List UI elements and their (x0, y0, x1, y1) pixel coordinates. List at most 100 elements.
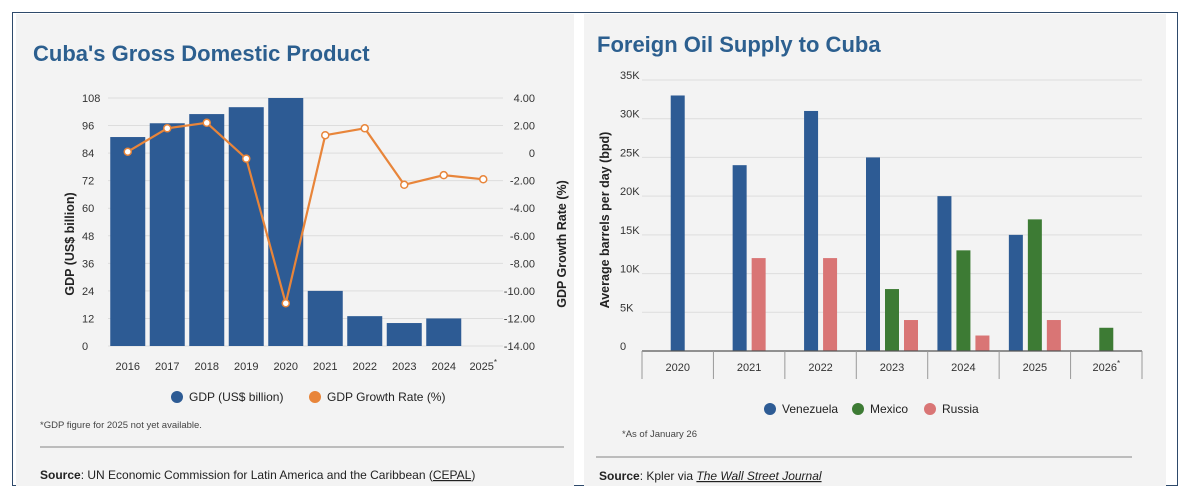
oil-source-text: : Kpler via (640, 469, 697, 483)
gdp-y-tick-label: 24 (82, 286, 94, 298)
oil-x-tick-2020: 2020 (665, 362, 689, 374)
gdp-growth-point-2016 (123, 147, 132, 156)
gdp-source: Source: UN Economic Commission for Latin… (40, 468, 475, 482)
gdp-growth-point-2020 (281, 299, 290, 308)
gdp-bar-2019 (228, 107, 264, 347)
oil-bar-mexico-2023 (885, 289, 899, 351)
oil-legend: Venezuela Mexico Russia (764, 402, 979, 416)
oil-y-tick-label: 5K (620, 302, 634, 314)
oil-x-tick-2026: 2026* (1092, 359, 1120, 374)
oil-x-tick-2024: 2024 (951, 362, 975, 374)
gdp-y-tick-label: 84 (82, 148, 94, 160)
oil-bar-russia-2021 (751, 258, 766, 351)
gdp-x-tick-2024: 2024 (432, 361, 456, 373)
oil-bar-venezuela-2022 (804, 110, 819, 351)
gdp-legend: GDP (US$ billion) GDP Growth Rate (%) (171, 390, 445, 404)
gdp-chart-title: Cuba's Gross Domestic Product (33, 41, 370, 66)
oil-y-tick-label: 15K (620, 225, 640, 237)
oil-y-tick-label: 25K (620, 147, 640, 159)
gdp-y-tick-label: 0 (82, 341, 88, 353)
oil-source-link[interactable]: The Wall Street Journal (696, 469, 822, 483)
gdp-growth-line (123, 118, 488, 308)
gdp-y-tick-label: 60 (82, 203, 94, 215)
oil-x-tick-footnote-mark: * (1117, 359, 1120, 368)
gdp-growth-point-2017 (163, 124, 172, 133)
gdp-x-tick-footnote-mark: * (494, 358, 497, 367)
oil-panel: Foreign Oil Supply to Cuba 0 5K 10K 15K 20K 2… (584, 14, 1166, 486)
gdp-y2-tick-label: 4.00 (514, 93, 535, 105)
oil-y-tick-label: 10K (620, 264, 640, 276)
oil-bar-mexico-2026 (1099, 327, 1114, 351)
oil-y-tick-label: 20K (620, 186, 640, 198)
legend-gdp-label: GDP (US$ billion) (189, 390, 283, 404)
gdp-x-tick-2017: 2017 (155, 361, 179, 373)
gdp-y2-ticks: 4.00 2.00 0 -2.00 -4.00 -6.00 -8.00 -10.00 -12.0… (504, 93, 535, 353)
legend-gdp-marker (171, 391, 183, 403)
gdp-source-end: ) (471, 468, 475, 482)
gdp-bar-2023 (386, 323, 422, 346)
gdp-y2-tick-label: -4.00 (510, 203, 535, 215)
gdp-y-ticks: 0 12 24 36 48 60 72 84 96 108 (82, 93, 100, 353)
gdp-growth-point-2025 (479, 175, 488, 184)
gdp-panel: Cuba's Gross Domestic Product 0 12 24 36 48 6… (16, 14, 574, 486)
legend-russia-label: Russia (942, 402, 979, 416)
gdp-growth-point-2023 (400, 180, 409, 190)
gdp-y-tick-label: 12 (82, 313, 94, 325)
oil-bar-russia-2022 (823, 258, 838, 351)
oil-chart-title: Foreign Oil Supply to Cuba (597, 32, 881, 57)
oil-bar-russia-2024 (975, 335, 990, 351)
legend-mexico-marker (852, 403, 864, 415)
oil-bar-russia-2025 (1046, 320, 1061, 351)
gdp-y-tick-label: 108 (82, 93, 100, 105)
gdp-source-link[interactable]: CEPAL (433, 468, 472, 482)
gdp-y-tick-label: 72 (82, 176, 94, 188)
gdp-bar-2021 (307, 290, 343, 346)
oil-bars (670, 95, 1114, 351)
oil-bar-venezuela-2024 (937, 196, 952, 351)
oil-bar-venezuela-2020 (670, 95, 685, 351)
oil-x-tick-2023: 2023 (880, 362, 904, 374)
gdp-bar-2017 (149, 123, 185, 346)
gdp-y2-tick-label: -2.00 (510, 176, 535, 188)
gdp-x-ticks: 2016 2017 2018 2019 2020 2021 2022 2023 2024 2025… (116, 358, 498, 373)
oil-bar-venezuela-2021 (732, 165, 747, 351)
oil-y-tick-label: 35K (620, 70, 640, 82)
gdp-x-tick-2023: 2023 (392, 361, 416, 373)
gdp-bar-2016 (110, 137, 146, 346)
legend-mexico-label: Mexico (870, 402, 908, 416)
gdp-y2-tick-label: -12.00 (504, 313, 535, 325)
oil-bar-mexico-2025 (1027, 219, 1042, 351)
oil-bar-venezuela-2023 (866, 157, 880, 351)
oil-source-label: Source (599, 469, 640, 483)
oil-x-tick-2025: 2025 (1023, 362, 1047, 374)
oil-y-ticks: 0 5K 10K 15K 20K 25K 30K 35K (620, 70, 640, 353)
gdp-growth-point-2022 (360, 124, 369, 133)
gdp-bar-2024 (426, 318, 462, 346)
oil-y-tick-label: 0 (620, 341, 626, 353)
oil-source: Source: Kpler via The Wall Street Journa… (599, 469, 822, 483)
gdp-x-tick-2025: 2025* (469, 358, 497, 373)
gdp-x-tick-2018: 2018 (195, 361, 219, 373)
gdp-y2-tick-label: -6.00 (510, 231, 535, 243)
gdp-y2-tick-label: -14.00 (504, 341, 535, 353)
gdp-bar-2022 (347, 316, 383, 346)
gdp-y2-tick-label: -10.00 (504, 286, 535, 298)
gdp-chart-svg: Cuba's Gross Domestic Product 0 12 24 36 48 6… (33, 41, 569, 482)
gdp-x-tick-2021: 2021 (313, 361, 337, 373)
gdp-growth-polyline (127, 121, 484, 304)
oil-grid (642, 79, 1142, 313)
gdp-bar-2020 (268, 98, 304, 346)
gdp-growth-point-2019 (242, 154, 251, 163)
gdp-source-text: : UN Economic Commission for Latin Ameri… (81, 468, 433, 482)
oil-bar-venezuela-2025 (1008, 234, 1023, 351)
gdp-x-tick-2019: 2019 (234, 361, 258, 373)
oil-bar-russia-2023 (904, 320, 918, 351)
gdp-y-tick-label: 96 (82, 121, 94, 133)
legend-venezuela-marker (764, 403, 776, 415)
gdp-y-tick-label: 36 (82, 258, 94, 270)
gdp-y2-axis-label: GDP Growth Rate (%) (555, 180, 569, 308)
legend-growth-label: GDP Growth Rate (%) (327, 390, 445, 404)
oil-chart-svg: Foreign Oil Supply to Cuba 0 5K 10K 15K 20K 2… (596, 32, 1143, 483)
gdp-source-label: Source (40, 468, 81, 482)
gdp-x-tick-2022: 2022 (353, 361, 377, 373)
